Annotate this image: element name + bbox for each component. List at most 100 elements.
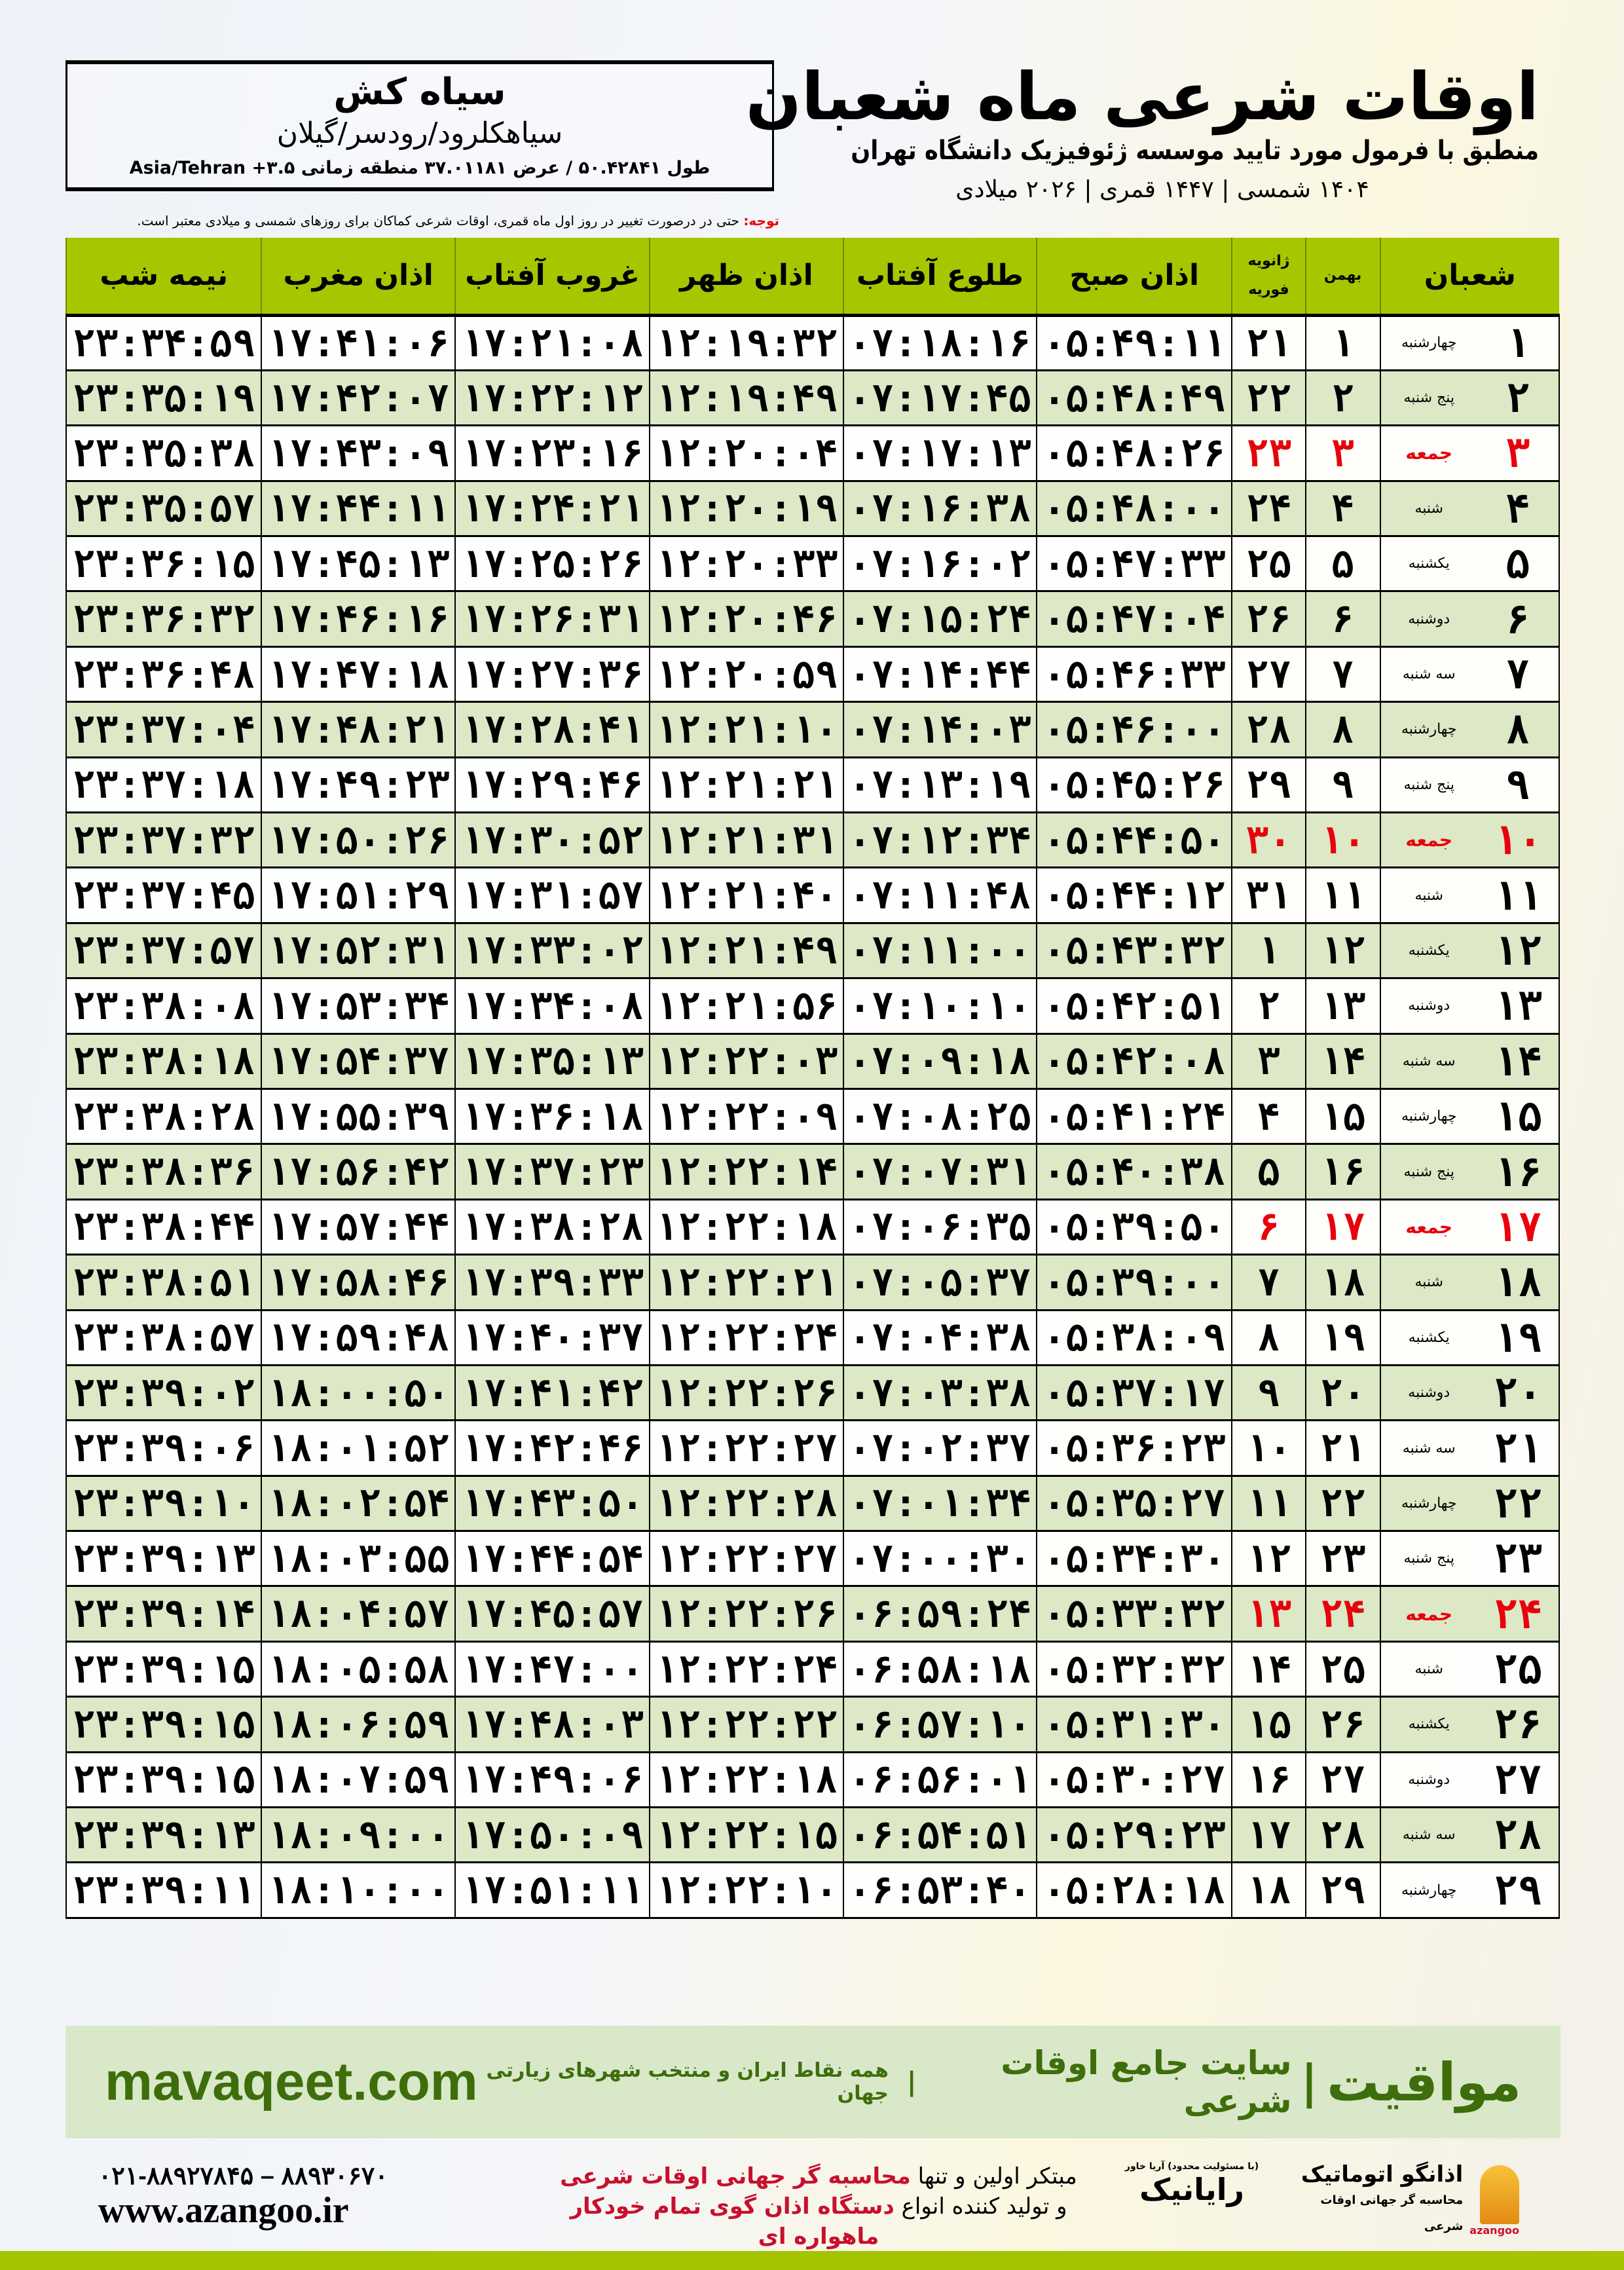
cell-maghrib: ۱۷:۵۲:۳۱ [261,921,456,980]
cell-tolu: ۰۷:۰۳:۳۸ [842,1364,1037,1422]
banner-url[interactable]: mavaqeet.com [105,2052,478,2112]
cell-gregorian-day: ۲۱ [1231,314,1306,371]
cell-zohr: ۱۲:۲۰:۰۴ [649,424,844,482]
cell-tolu: ۰۷:۱۲:۳۴ [842,811,1037,869]
cell-maghrib: ۱۸:۰۰:۵۰ [261,1364,456,1422]
cell-ghorub: ۱۷:۴۹:۰۶ [454,1751,651,1809]
cell-bahman-day: ۳ [1304,424,1381,482]
bottom-bar [0,2251,1624,2270]
cell-shaban-day: ۴ [1477,479,1560,538]
cell-ghorub: ۱۷:۳۷:۲۳ [454,1143,651,1200]
slogan: مبتکر اولین و تنها محاسبه گر جهانی اوقات… [544,2161,1094,2252]
cell-maghrib: ۱۷:۵۶:۴۲ [261,1143,456,1200]
cell-maghrib: ۱۷:۵۰:۲۶ [261,811,456,869]
cell-zohr: ۱۲:۲۲:۲۲ [649,1696,844,1753]
cell-tolu: ۰۶:۵۳:۴۰ [842,1861,1037,1919]
cell-weekday: سه شنبه [1379,1806,1477,1864]
table-row: ۲ پنج شنبه ۲ ۲۲ ۰۵:۴۸:۴۹ ۰۷:۱۷:۴۵ ۱۲:۱۹:۴۹ ۱۷:۲… [65,369,1560,427]
cell-tolu: ۰۶:۵۹:۲۴ [842,1585,1037,1643]
cell-maghrib: ۱۸:۱۰:۰۰ [261,1861,456,1919]
cell-gregorian-day: ۲۹ [1231,756,1306,814]
banner-tagline-2: همه نقاط ایران و منتخب شهرهای زیارتی جها… [486,2059,889,2105]
table-row: ۱۷ جمعه ۱۷ ۶ ۰۵:۳۹:۵۰ ۰۷:۰۶:۳۵ ۱۲:۲۲:۱۸ ۱۷:۳۸:۲… [65,1198,1560,1256]
col-tolu: طلوع آفتاب [842,238,1037,317]
cell-nime: ۲۳:۳۷:۴۵ [65,866,263,924]
cell-tolu: ۰۷:۰۴:۳۸ [842,1309,1037,1366]
cell-weekday: پنج شنبه [1379,1143,1477,1200]
cell-ghorub: ۱۷:۲۲:۱۲ [454,369,651,427]
cell-ghorub: ۱۷:۳۰:۵۲ [454,811,651,869]
cell-shaban-day: ۲۳ [1477,1530,1560,1588]
cell-sobh: ۰۵:۴۴:۵۰ [1035,811,1233,869]
note-label: توجه: [743,213,779,229]
cell-shaban-day: ۲ [1477,369,1560,427]
cell-sobh: ۰۵:۴۶:۰۰ [1035,701,1233,758]
cell-tolu: ۰۷:۱۸:۱۶ [842,314,1037,371]
cell-zohr: ۱۲:۲۲:۱۵ [649,1806,844,1864]
cell-gregorian-day: ۱۴ [1231,1640,1306,1698]
cell-gregorian-day: ۲۶ [1231,590,1306,648]
cell-nime: ۲۳:۳۵:۵۷ [65,479,263,538]
cell-shaban-day: ۷ [1477,645,1560,703]
col-gregorian-jan: ژانویه [1247,252,1290,269]
cell-bahman-day: ۵ [1304,535,1381,593]
cell-nime: ۲۳:۳۹:۱۳ [65,1806,263,1864]
azangoo-logo: azangoo اذانگو اتوماتیک محاسبه گر جهانی ا… [1297,2161,1519,2240]
cell-weekday: جمعه [1379,1585,1477,1643]
cell-gregorian-day: ۴ [1231,1087,1306,1145]
cell-nime: ۲۳:۳۹:۱۵ [65,1751,263,1809]
cell-maghrib: ۱۸:۰۱:۵۲ [261,1419,456,1477]
cell-weekday: سه شنبه [1379,1032,1477,1090]
cell-weekday: چهارشنبه [1379,1087,1477,1145]
table-row: ۱۹ یکشنبه ۱۹ ۸ ۰۵:۳۸:۰۹ ۰۷:۰۴:۳۸ ۱۲:۲۲:۲۴ ۱۷:۴۰… [65,1309,1560,1366]
cell-tolu: ۰۷:۰۶:۳۵ [842,1198,1037,1256]
cell-maghrib: ۱۷:۵۹:۴۸ [261,1309,456,1366]
cell-zohr: ۱۲:۲۱:۵۶ [649,977,844,1035]
table-row: ۲۶ یکشنبه ۲۶ ۱۵ ۰۵:۳۱:۳۰ ۰۶:۵۷:۱۰ ۱۲:۲۲:۲۲ ۱۷:۴… [65,1696,1560,1753]
table-row: ۲۲ چهارشنبه ۲۲ ۱۱ ۰۵:۳۵:۲۷ ۰۷:۰۱:۳۴ ۱۲:۲۲:۲۸ ۱۷… [65,1474,1560,1533]
cell-gregorian-day: ۲ [1231,977,1306,1035]
cell-nime: ۲۳:۳۹:۱۵ [65,1640,263,1698]
cell-gregorian-day: ۲۴ [1231,479,1306,538]
cell-ghorub: ۱۷:۵۱:۱۱ [454,1861,651,1919]
cell-weekday: شنبه [1379,1640,1477,1698]
slogan-1b: محاسبه گر جهانی اوقات شرعی [560,2163,911,2189]
cell-gregorian-day: ۱۰ [1231,1419,1306,1477]
cell-gregorian-day: ۲۵ [1231,535,1306,593]
cell-bahman-day: ۲۷ [1304,1751,1381,1809]
cell-bahman-day: ۶ [1304,590,1381,648]
cell-shaban-day: ۲۷ [1477,1751,1560,1809]
cell-ghorub: ۱۷:۳۴:۰۸ [454,977,651,1035]
cell-nime: ۲۳:۳۶:۱۵ [65,535,263,593]
website-link[interactable]: www.azangoo.ir [98,2190,349,2231]
col-gregorian: ژانویه فوریه [1231,238,1306,317]
cell-sobh: ۰۵:۴۷:۰۴ [1035,590,1233,648]
cell-nime: ۲۳:۳۹:۱۵ [65,1696,263,1753]
cell-tolu: ۰۷:۱۷:۱۳ [842,424,1037,482]
cell-sobh: ۰۵:۳۳:۳۲ [1035,1585,1233,1643]
cell-tolu: ۰۶:۵۸:۱۸ [842,1640,1037,1698]
cell-gregorian-day: ۱۷ [1231,1806,1306,1864]
cell-zohr: ۱۲:۲۲:۲۴ [649,1640,844,1698]
cell-zohr: ۱۲:۲۲:۱۸ [649,1751,844,1809]
cell-gregorian-day: ۲۷ [1231,645,1306,703]
cell-ghorub: ۱۷:۲۷:۳۶ [454,645,651,703]
cell-tolu: ۰۶:۵۴:۵۱ [842,1806,1037,1864]
cell-maghrib: ۱۷:۴۳:۰۹ [261,424,456,482]
cell-zohr: ۱۲:۲۲:۲۶ [649,1364,844,1422]
rayanik-logo: (با مسئولیت محدود) آریا خاور رایانیک [1113,2161,1270,2207]
cell-nime: ۲۳:۳۷:۵۷ [65,921,263,980]
cell-ghorub: ۱۷:۳۶:۱۸ [454,1087,651,1145]
cell-zohr: ۱۲:۲۲:۲۶ [649,1585,844,1643]
col-zohr: اذان ظهر [649,238,843,317]
cell-maghrib: ۱۸:۰۴:۵۷ [261,1585,456,1643]
table-row: ۳ جمعه ۳ ۲۳ ۰۵:۴۸:۲۶ ۰۷:۱۷:۱۳ ۱۲:۲۰:۰۴ ۱۷:۲۳:۱۶… [65,424,1560,482]
cell-weekday: دوشنبه [1379,1364,1477,1422]
cell-sobh: ۰۵:۴۸:۲۶ [1035,424,1233,482]
cell-ghorub: ۱۷:۲۶:۳۱ [454,590,651,648]
cell-zohr: ۱۲:۲۲:۲۱ [649,1254,844,1311]
rayanik-name: رایانیک [1139,2172,1244,2207]
table-row: ۲۹ چهارشنبه ۲۹ ۱۸ ۰۵:۲۸:۱۸ ۰۶:۵۳:۴۰ ۱۲:۲۲:۱۰ ۱۷… [65,1861,1560,1919]
cell-maghrib: ۱۷:۴۲:۰۷ [261,369,456,427]
cell-shaban-day: ۲۶ [1477,1696,1560,1753]
